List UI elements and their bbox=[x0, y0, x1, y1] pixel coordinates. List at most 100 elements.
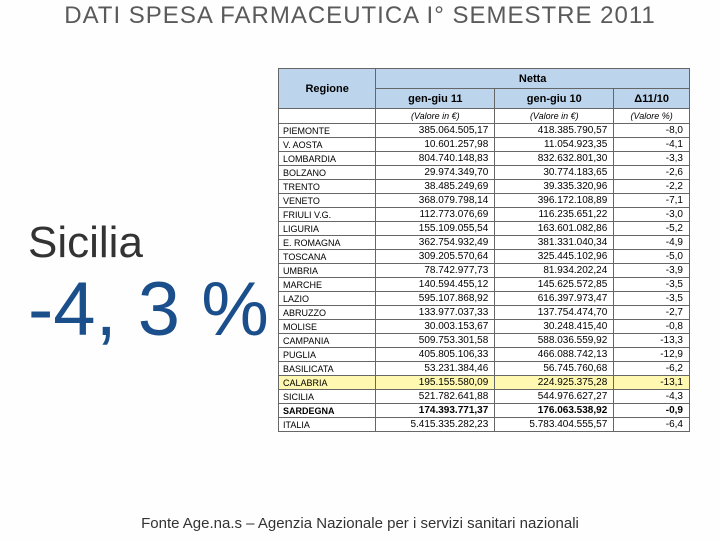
header-top-span: Netta bbox=[376, 69, 690, 89]
table-row: BASILICATA53.231.384,4656.745.760,68-6,2 bbox=[279, 362, 690, 376]
cell-value: 78.742.977,73 bbox=[376, 264, 495, 278]
cell-value: 53.231.384,46 bbox=[376, 362, 495, 376]
cell-region: PUGLIA bbox=[279, 348, 376, 362]
cell-value: 11.054.923,35 bbox=[495, 138, 614, 152]
page-title: DATI SPESA FARMACEUTICA I° SEMESTRE 2011 bbox=[0, 2, 720, 30]
cell-value: 309.205.570,64 bbox=[376, 250, 495, 264]
cell-value: 368.079.798,14 bbox=[376, 194, 495, 208]
table-row: V. AOSTA10.601.257,9811.054.923,35-4,1 bbox=[279, 138, 690, 152]
cell-value: 30.774.183,65 bbox=[495, 166, 614, 180]
table-row: PUGLIA405.805.106,33466.088.742,13-12,9 bbox=[279, 348, 690, 362]
cell-value: 466.088.742,13 bbox=[495, 348, 614, 362]
cell-value: 39.335.320,96 bbox=[495, 180, 614, 194]
cell-value: -5,0 bbox=[614, 250, 690, 264]
cell-value: -3,3 bbox=[614, 152, 690, 166]
cell-region: TRENTO bbox=[279, 180, 376, 194]
cell-region: MOLISE bbox=[279, 320, 376, 334]
cell-value: 405.805.106,33 bbox=[376, 348, 495, 362]
cell-region: MARCHE bbox=[279, 278, 376, 292]
cell-value: 832.632.801,30 bbox=[495, 152, 614, 166]
callout-block: Sicilia -4, 3 % bbox=[28, 218, 269, 348]
cell-value: -3,5 bbox=[614, 292, 690, 306]
cell-value: 588.036.559,92 bbox=[495, 334, 614, 348]
table-row: SICILIA521.782.641,88544.976.627,27-4,3 bbox=[279, 390, 690, 404]
cell-region: UMBRIA bbox=[279, 264, 376, 278]
cell-value: 224.925.375,28 bbox=[495, 376, 614, 390]
table-row: UMBRIA78.742.977,7381.934.202,24-3,9 bbox=[279, 264, 690, 278]
table-row: MOLISE30.003.153,6730.248.415,40-0,8 bbox=[279, 320, 690, 334]
col-header-3: Δ11/10 bbox=[614, 89, 690, 109]
cell-value: -4,9 bbox=[614, 236, 690, 250]
cell-value: 29.974.349,70 bbox=[376, 166, 495, 180]
cell-value: 396.172.108,89 bbox=[495, 194, 614, 208]
cell-value: -0,9 bbox=[614, 404, 690, 418]
cell-value: -4,3 bbox=[614, 390, 690, 404]
table-body: PIEMONTE385.064.505,17418.385.790,57-8,0… bbox=[279, 124, 690, 432]
cell-value: 30.003.153,67 bbox=[376, 320, 495, 334]
cell-value: 418.385.790,57 bbox=[495, 124, 614, 138]
cell-region: V. AOSTA bbox=[279, 138, 376, 152]
table-row: VENETO368.079.798,14396.172.108,89-7,1 bbox=[279, 194, 690, 208]
cell-region: E. ROMAGNA bbox=[279, 236, 376, 250]
col-header-1: gen-giu 11 bbox=[376, 89, 495, 109]
cell-value: -12,9 bbox=[614, 348, 690, 362]
source-footnote: Fonte Age.na.s – Agenzia Nazionale per i… bbox=[0, 515, 720, 532]
subheader-3: (Valore %) bbox=[614, 109, 690, 124]
cell-value: 30.248.415,40 bbox=[495, 320, 614, 334]
cell-value: 38.485.249,69 bbox=[376, 180, 495, 194]
cell-value: 5.415.335.282,23 bbox=[376, 418, 495, 432]
table-row: LIGURIA155.109.055,54163.601.082,86-5,2 bbox=[279, 222, 690, 236]
cell-region: LIGURIA bbox=[279, 222, 376, 236]
cell-value: 595.107.868,92 bbox=[376, 292, 495, 306]
cell-region: FRIULI V.G. bbox=[279, 208, 376, 222]
cell-value: -8,0 bbox=[614, 124, 690, 138]
cell-value: 509.753.301,58 bbox=[376, 334, 495, 348]
data-table: Regione Netta gen-giu 11 gen-giu 10 Δ11/… bbox=[278, 68, 690, 432]
subheader-1: (Valore in €) bbox=[376, 109, 495, 124]
cell-value: -5,2 bbox=[614, 222, 690, 236]
table-row: TRENTO38.485.249,6939.335.320,96-2,2 bbox=[279, 180, 690, 194]
cell-region: SICILIA bbox=[279, 390, 376, 404]
cell-region: BOLZANO bbox=[279, 166, 376, 180]
cell-value: 544.976.627,27 bbox=[495, 390, 614, 404]
col-header-2: gen-giu 10 bbox=[495, 89, 614, 109]
callout-region-name: Sicilia bbox=[28, 218, 269, 268]
table-row: CAMPANIA509.753.301,58588.036.559,92-13,… bbox=[279, 334, 690, 348]
cell-region: TOSCANA bbox=[279, 250, 376, 264]
table-row: TOSCANA309.205.570,64325.445.102,96-5,0 bbox=[279, 250, 690, 264]
table-row: BOLZANO29.974.349,7030.774.183,65-2,6 bbox=[279, 166, 690, 180]
cell-value: 81.934.202,24 bbox=[495, 264, 614, 278]
cell-value: 133.977.037,33 bbox=[376, 306, 495, 320]
cell-value: -13,1 bbox=[614, 376, 690, 390]
table-row: FRIULI V.G.112.773.076,69116.235.651,22-… bbox=[279, 208, 690, 222]
cell-value: 381.331.040,34 bbox=[495, 236, 614, 250]
cell-region: SARDEGNA bbox=[279, 404, 376, 418]
cell-value: -6,4 bbox=[614, 418, 690, 432]
cell-value: 145.625.572,85 bbox=[495, 278, 614, 292]
callout-value: -4, 3 % bbox=[28, 272, 269, 348]
table-row: LOMBARDIA804.740.148,83832.632.801,30-3,… bbox=[279, 152, 690, 166]
table-row: CALABRIA195.155.580,09224.925.375,28-13,… bbox=[279, 376, 690, 390]
table-row: PIEMONTE385.064.505,17418.385.790,57-8,0 bbox=[279, 124, 690, 138]
cell-region: BASILICATA bbox=[279, 362, 376, 376]
cell-value: -2,2 bbox=[614, 180, 690, 194]
cell-value: -2,7 bbox=[614, 306, 690, 320]
cell-region: LOMBARDIA bbox=[279, 152, 376, 166]
cell-value: 521.782.641,88 bbox=[376, 390, 495, 404]
subheader-0 bbox=[279, 109, 376, 124]
cell-value: 5.783.404.555,57 bbox=[495, 418, 614, 432]
cell-value: 137.754.474,70 bbox=[495, 306, 614, 320]
cell-region: VENETO bbox=[279, 194, 376, 208]
cell-value: 56.745.760,68 bbox=[495, 362, 614, 376]
cell-value: -3,9 bbox=[614, 264, 690, 278]
cell-value: 616.397.973,47 bbox=[495, 292, 614, 306]
cell-region: PIEMONTE bbox=[279, 124, 376, 138]
cell-value: -3,0 bbox=[614, 208, 690, 222]
cell-region: LAZIO bbox=[279, 292, 376, 306]
table-row: MARCHE140.594.455,12145.625.572,85-3,5 bbox=[279, 278, 690, 292]
cell-value: 116.235.651,22 bbox=[495, 208, 614, 222]
cell-region: ABRUZZO bbox=[279, 306, 376, 320]
cell-value: 10.601.257,98 bbox=[376, 138, 495, 152]
cell-value: 385.064.505,17 bbox=[376, 124, 495, 138]
cell-value: 176.063.538,92 bbox=[495, 404, 614, 418]
